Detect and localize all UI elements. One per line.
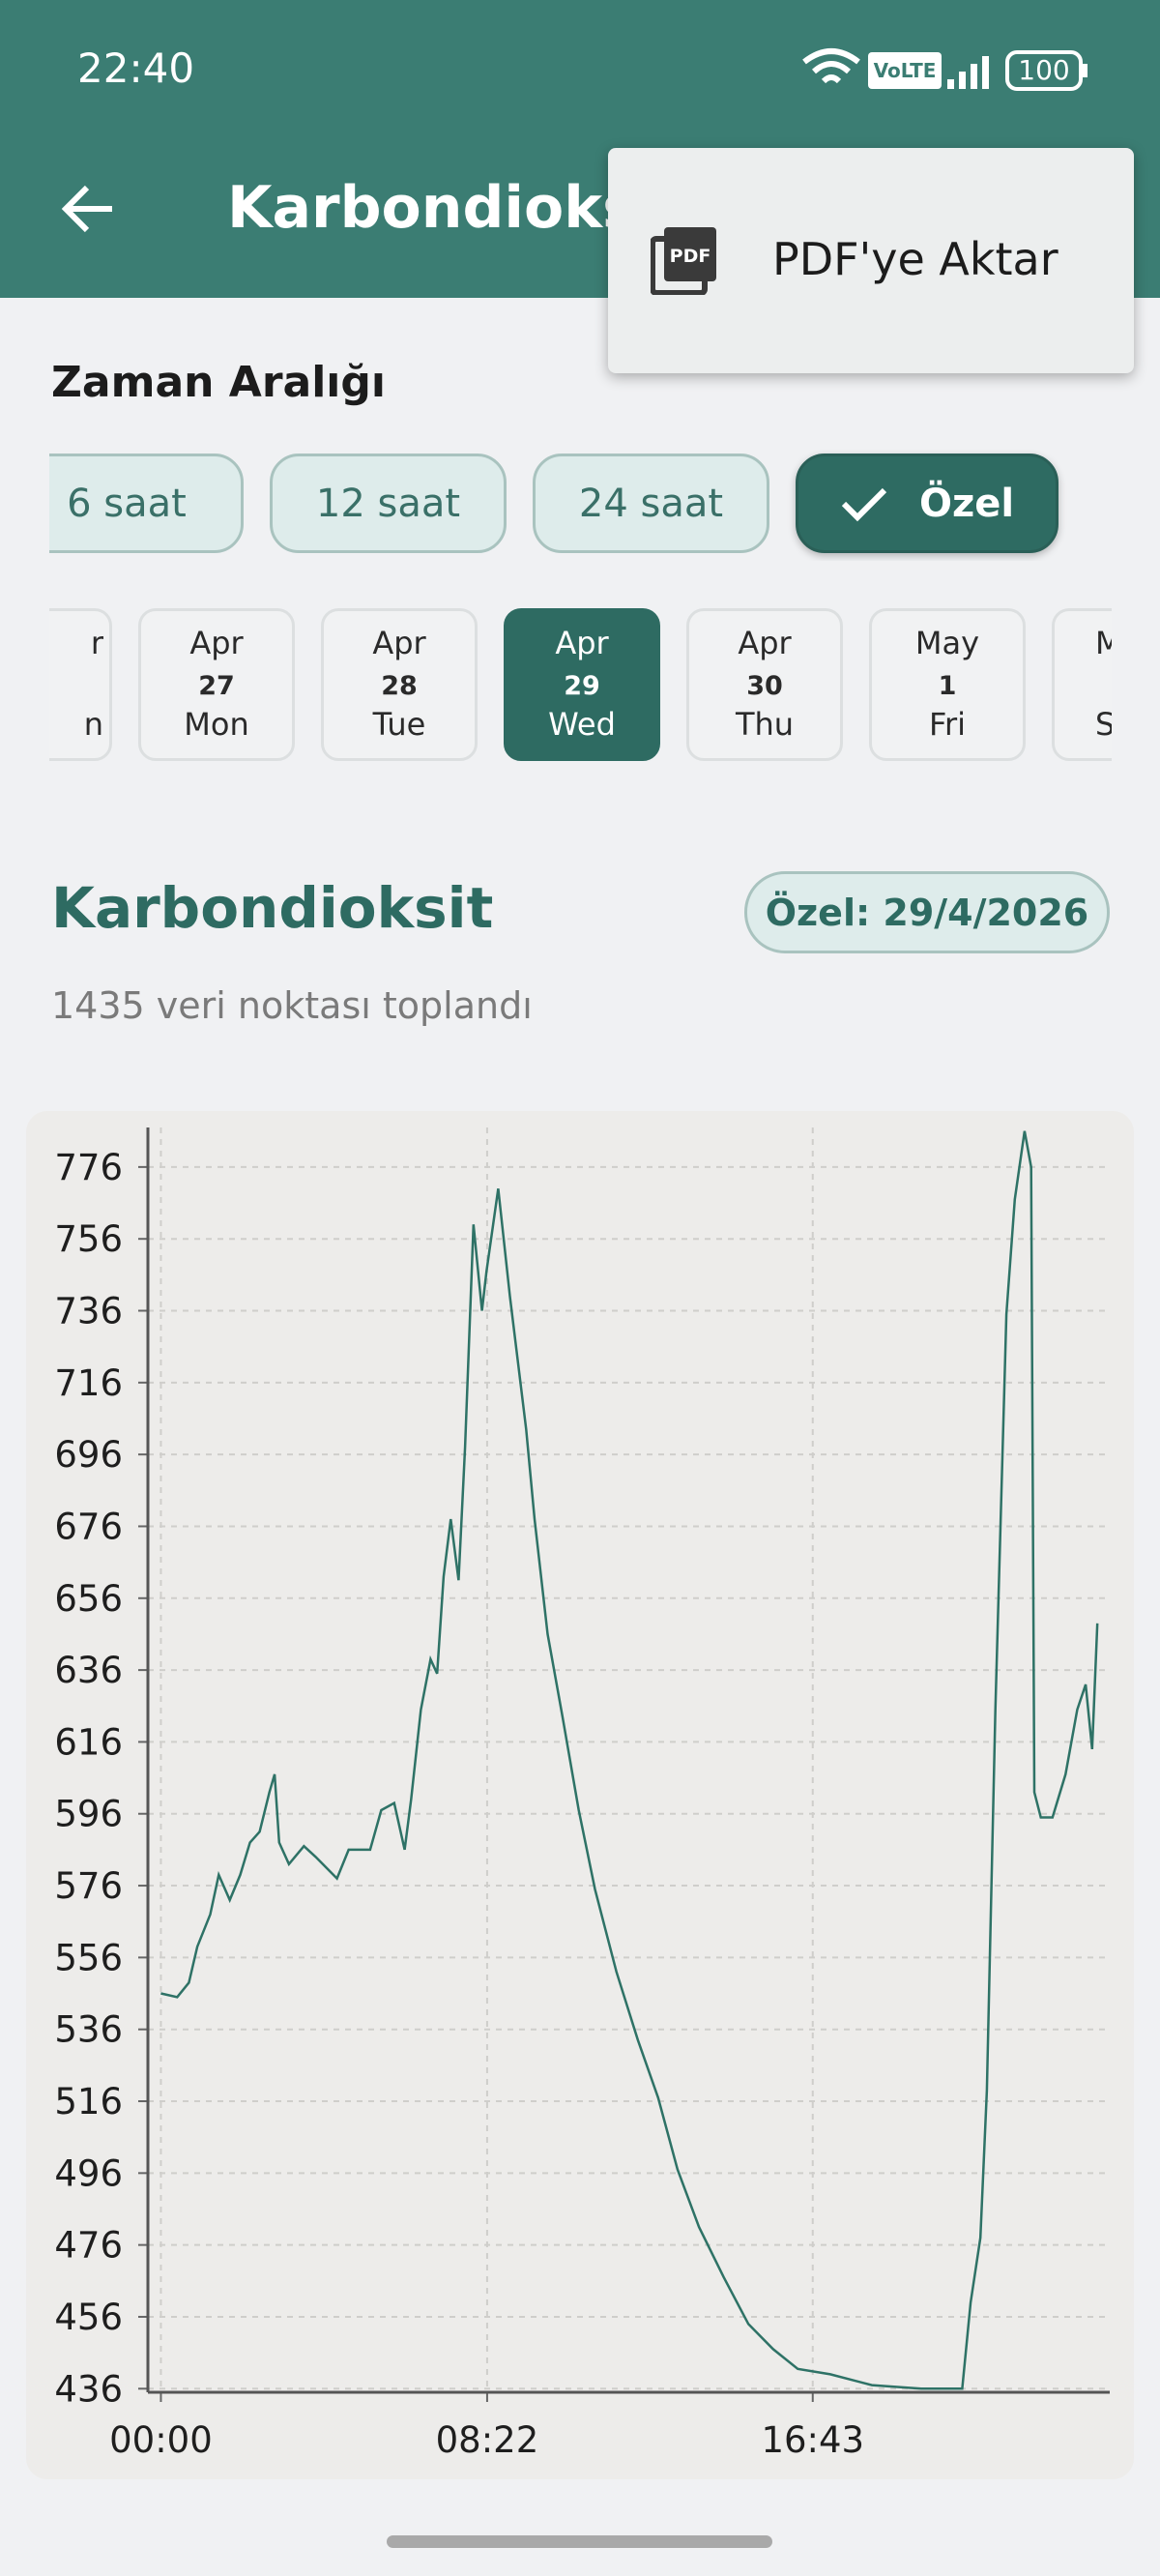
date-weekday: Wed xyxy=(548,706,616,743)
chip-label: 24 saat xyxy=(578,481,724,526)
date-day: 28 xyxy=(381,671,418,701)
date-day: 1 xyxy=(938,671,957,701)
range-chip[interactable]: 12 saat xyxy=(270,454,507,553)
chart-card xyxy=(26,1111,1134,2479)
date-day: 27 xyxy=(198,671,235,701)
date-card[interactable]: Apr 27 Mon xyxy=(138,608,295,761)
status-icons: VoLTE 100 xyxy=(802,48,1088,91)
range-badge: Özel: 29/4/2026 xyxy=(744,871,1110,953)
check-icon xyxy=(841,487,887,521)
status-time: 22:40 xyxy=(77,44,195,92)
date-month: Apr xyxy=(738,625,792,661)
date-card[interactable]: May 1 Fri xyxy=(869,608,1026,761)
chip-label: 6 saat xyxy=(67,481,187,526)
date-card[interactable]: Apr 29 Wed xyxy=(504,608,660,761)
range-chip[interactable]: 24 saat xyxy=(533,454,769,553)
chip-row: 6 saat 12 saat 24 saat Özel xyxy=(49,450,1160,561)
chip-label: Özel xyxy=(918,481,1015,526)
pdf-icon-text: PDF xyxy=(670,246,711,267)
chart-heading: Karbondioksit xyxy=(51,875,494,941)
date-month: M xyxy=(1095,625,1112,661)
section-label: Zaman Aralığı xyxy=(51,358,386,407)
home-indicator xyxy=(387,2535,772,2548)
date-row: r n Apr 27 Mon Apr 28 Tue Apr 29 Wed Apr 30 Thu May 1 Fr… xyxy=(49,604,1112,769)
date-month: May xyxy=(914,625,980,661)
date-month: r xyxy=(90,625,103,661)
date-card[interactable]: Apr 30 Thu xyxy=(686,608,843,761)
battery: 100 xyxy=(1018,54,1069,86)
back-button[interactable] xyxy=(60,182,118,236)
date-weekday: Tue xyxy=(372,706,426,743)
date-weekday: Mon xyxy=(184,706,249,743)
date-month: Apr xyxy=(372,625,426,661)
date-month: Apr xyxy=(555,625,609,661)
volte: VoLTE xyxy=(874,59,937,82)
range-chip[interactable]: Özel xyxy=(796,454,1058,553)
pdf-icon: PDF xyxy=(651,227,716,295)
date-day: 29 xyxy=(564,671,600,701)
date-day: 30 xyxy=(746,671,783,701)
date-card[interactable]: Apr 28 Tue xyxy=(321,608,478,761)
date-weekday: S xyxy=(1095,706,1112,743)
date-weekday: Thu xyxy=(735,706,795,743)
chip-label: 12 saat xyxy=(315,481,461,526)
date-weekday: n xyxy=(83,706,103,743)
date-month: Apr xyxy=(189,625,244,661)
menu-item[interactable]: PDF'ye Aktar xyxy=(772,233,1058,285)
menu: PDF PDF'ye Aktar xyxy=(608,148,1134,373)
point-count: 1435 veri noktası toplandı xyxy=(51,984,533,1027)
range-chip[interactable]: 6 saat xyxy=(49,454,244,553)
date-weekday: Fri xyxy=(928,706,967,743)
